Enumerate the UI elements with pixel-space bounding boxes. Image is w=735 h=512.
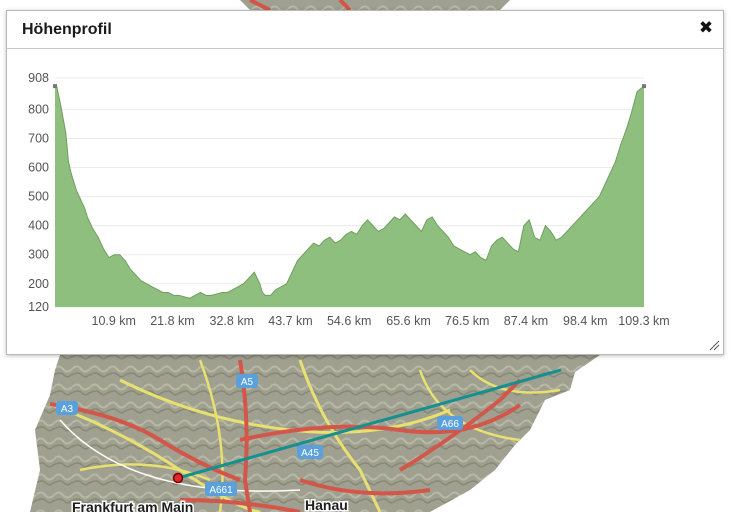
y-tick-label: 500 bbox=[28, 190, 49, 204]
city-label-hanau: Hanau bbox=[305, 497, 348, 512]
road-shield-a45: A45 bbox=[297, 445, 323, 459]
x-tick-label: 21.8 km bbox=[150, 314, 194, 328]
road-shield-a66: A66 bbox=[437, 416, 463, 430]
map-region-top bbox=[240, 0, 510, 10]
y-axis: 908 800 700 600 500 400 300 200 120 bbox=[28, 71, 49, 314]
start-point-marker bbox=[53, 84, 57, 89]
chart-area-layer bbox=[53, 84, 646, 307]
city-label-frankfurt: Frankfurt am Main bbox=[72, 499, 193, 512]
elevation-area bbox=[55, 86, 644, 307]
elevation-profile-dialog[interactable]: Höhenprofil ✖ 908 800 700 600 500 400 300 200 12… bbox=[6, 10, 724, 355]
x-tick-label: 98.4 km bbox=[563, 314, 607, 328]
x-tick-label: 43.7 km bbox=[268, 314, 312, 328]
road-shield-a661: A661 bbox=[205, 482, 237, 496]
y-tick-label: 200 bbox=[28, 277, 49, 291]
x-tick-label: 109.3 km bbox=[618, 314, 669, 328]
svg-text:A3: A3 bbox=[61, 404, 74, 415]
road-network bbox=[49, 0, 561, 512]
dialog-title: Höhenprofil bbox=[22, 21, 112, 38]
x-tick-label: 76.5 km bbox=[445, 314, 489, 328]
x-tick-label: 65.6 km bbox=[386, 314, 430, 328]
svg-text:A66: A66 bbox=[441, 419, 459, 430]
x-axis: 10.9 km 21.8 km 32.8 km 43.7 km 54.6 km 65.6 … bbox=[92, 314, 670, 328]
svg-text:A5: A5 bbox=[241, 377, 254, 388]
x-tick-label: 32.8 km bbox=[210, 314, 254, 328]
x-tick-label: 10.9 km bbox=[92, 314, 136, 328]
road-shield-a5: A5 bbox=[236, 374, 258, 388]
y-tick-label: 908 bbox=[28, 71, 49, 85]
y-tick-label: 600 bbox=[28, 161, 49, 175]
y-tick-label: 700 bbox=[28, 131, 49, 145]
dialog-header[interactable]: Höhenprofil ✖ bbox=[7, 11, 723, 49]
x-tick-label: 54.6 km bbox=[327, 314, 371, 328]
y-tick-label: 800 bbox=[28, 102, 49, 116]
end-point-marker bbox=[642, 84, 646, 89]
route-start-marker[interactable] bbox=[172, 472, 184, 484]
svg-text:A45: A45 bbox=[301, 448, 319, 459]
close-icon[interactable]: ✖ bbox=[698, 18, 714, 37]
elevation-line bbox=[55, 85, 645, 299]
svg-text:A661: A661 bbox=[209, 485, 233, 496]
road-shield-a3: A3 bbox=[56, 401, 78, 415]
elevation-chart[interactable]: 908 800 700 600 500 400 300 200 120 10.9 km 21.8 … bbox=[7, 49, 723, 339]
profile-route-line[interactable] bbox=[177, 368, 562, 480]
x-tick-label: 87.4 km bbox=[504, 314, 548, 328]
resize-grip-icon[interactable] bbox=[709, 340, 720, 351]
y-tick-label: 120 bbox=[28, 300, 49, 314]
y-tick-label: 300 bbox=[28, 248, 49, 262]
y-tick-label: 400 bbox=[28, 219, 49, 233]
